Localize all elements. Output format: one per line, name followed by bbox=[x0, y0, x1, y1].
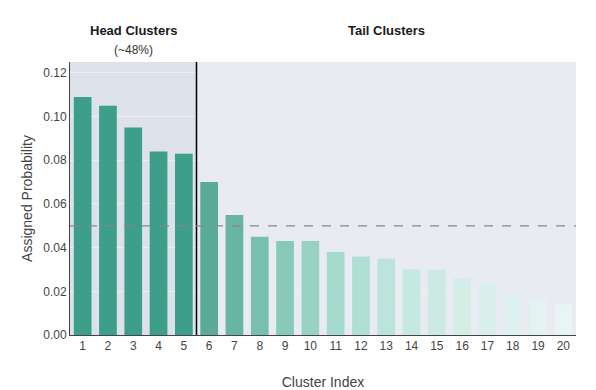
svg-text:19: 19 bbox=[531, 339, 545, 353]
svg-text:2: 2 bbox=[105, 339, 112, 353]
svg-text:0.10: 0.10 bbox=[43, 110, 67, 124]
svg-text:10: 10 bbox=[304, 339, 318, 353]
svg-text:Tail Clusters: Tail Clusters bbox=[348, 23, 425, 38]
svg-text:15: 15 bbox=[430, 339, 444, 353]
svg-text:8: 8 bbox=[256, 339, 263, 353]
svg-text:14: 14 bbox=[405, 339, 419, 353]
svg-text:Assigned Probability: Assigned Probability bbox=[19, 135, 35, 262]
svg-text:12: 12 bbox=[354, 339, 368, 353]
svg-text:17: 17 bbox=[481, 339, 495, 353]
svg-text:(~48%): (~48%) bbox=[114, 43, 153, 57]
svg-text:Head Clusters: Head Clusters bbox=[90, 23, 177, 38]
svg-text:9: 9 bbox=[282, 339, 289, 353]
svg-text:0.02: 0.02 bbox=[43, 285, 67, 299]
svg-text:1: 1 bbox=[79, 339, 86, 353]
svg-text:0.12: 0.12 bbox=[43, 66, 67, 80]
svg-text:0.06: 0.06 bbox=[43, 197, 67, 211]
svg-text:0.08: 0.08 bbox=[43, 153, 67, 167]
svg-text:16: 16 bbox=[455, 339, 469, 353]
svg-text:5: 5 bbox=[181, 339, 188, 353]
svg-text:0.00: 0.00 bbox=[43, 328, 67, 342]
svg-text:0.04: 0.04 bbox=[43, 241, 67, 255]
svg-text:20: 20 bbox=[557, 339, 571, 353]
svg-text:3: 3 bbox=[130, 339, 137, 353]
svg-text:11: 11 bbox=[329, 339, 342, 353]
svg-text:13: 13 bbox=[380, 339, 394, 353]
svg-text:18: 18 bbox=[506, 339, 520, 353]
svg-text:Cluster Index: Cluster Index bbox=[282, 374, 364, 390]
svg-text:7: 7 bbox=[231, 339, 238, 353]
svg-text:4: 4 bbox=[155, 339, 162, 353]
svg-text:6: 6 bbox=[206, 339, 213, 353]
